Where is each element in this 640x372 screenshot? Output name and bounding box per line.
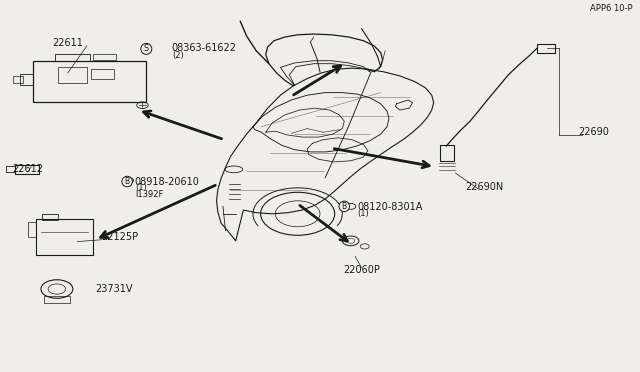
Bar [13, 76, 23, 83]
Bar [55, 54, 90, 61]
Bar [92, 69, 114, 79]
Bar [42, 214, 58, 221]
Text: (2): (2) [172, 51, 184, 60]
Bar [58, 67, 87, 83]
Bar [6, 166, 15, 172]
Text: 22690: 22690 [579, 127, 609, 137]
Text: (1): (1) [357, 209, 369, 218]
Text: 22690N: 22690N [466, 182, 504, 192]
Bar [537, 44, 555, 52]
Text: 08918-20610: 08918-20610 [135, 177, 200, 186]
Text: 08363-61622: 08363-61622 [172, 43, 237, 53]
Bar [93, 54, 116, 60]
Text: S: S [143, 44, 149, 53]
Text: (1): (1) [135, 183, 147, 192]
Text: 23731V: 23731V [95, 284, 132, 294]
Text: 22611: 22611 [52, 38, 83, 48]
Text: B: B [125, 177, 130, 186]
Text: 08120-8301A: 08120-8301A [357, 202, 422, 212]
Bar [33, 61, 147, 102]
Text: 22060P: 22060P [343, 266, 380, 276]
Bar [15, 164, 39, 174]
Text: APP6 10-P: APP6 10-P [590, 4, 633, 13]
Bar [440, 145, 454, 161]
Text: 22125P: 22125P [102, 232, 139, 242]
Text: l1392F: l1392F [135, 190, 163, 199]
Bar [36, 219, 93, 254]
Bar [20, 74, 33, 85]
Bar [28, 222, 36, 237]
Text: B: B [342, 202, 347, 211]
Text: 22612: 22612 [12, 164, 43, 174]
Bar [44, 296, 70, 303]
